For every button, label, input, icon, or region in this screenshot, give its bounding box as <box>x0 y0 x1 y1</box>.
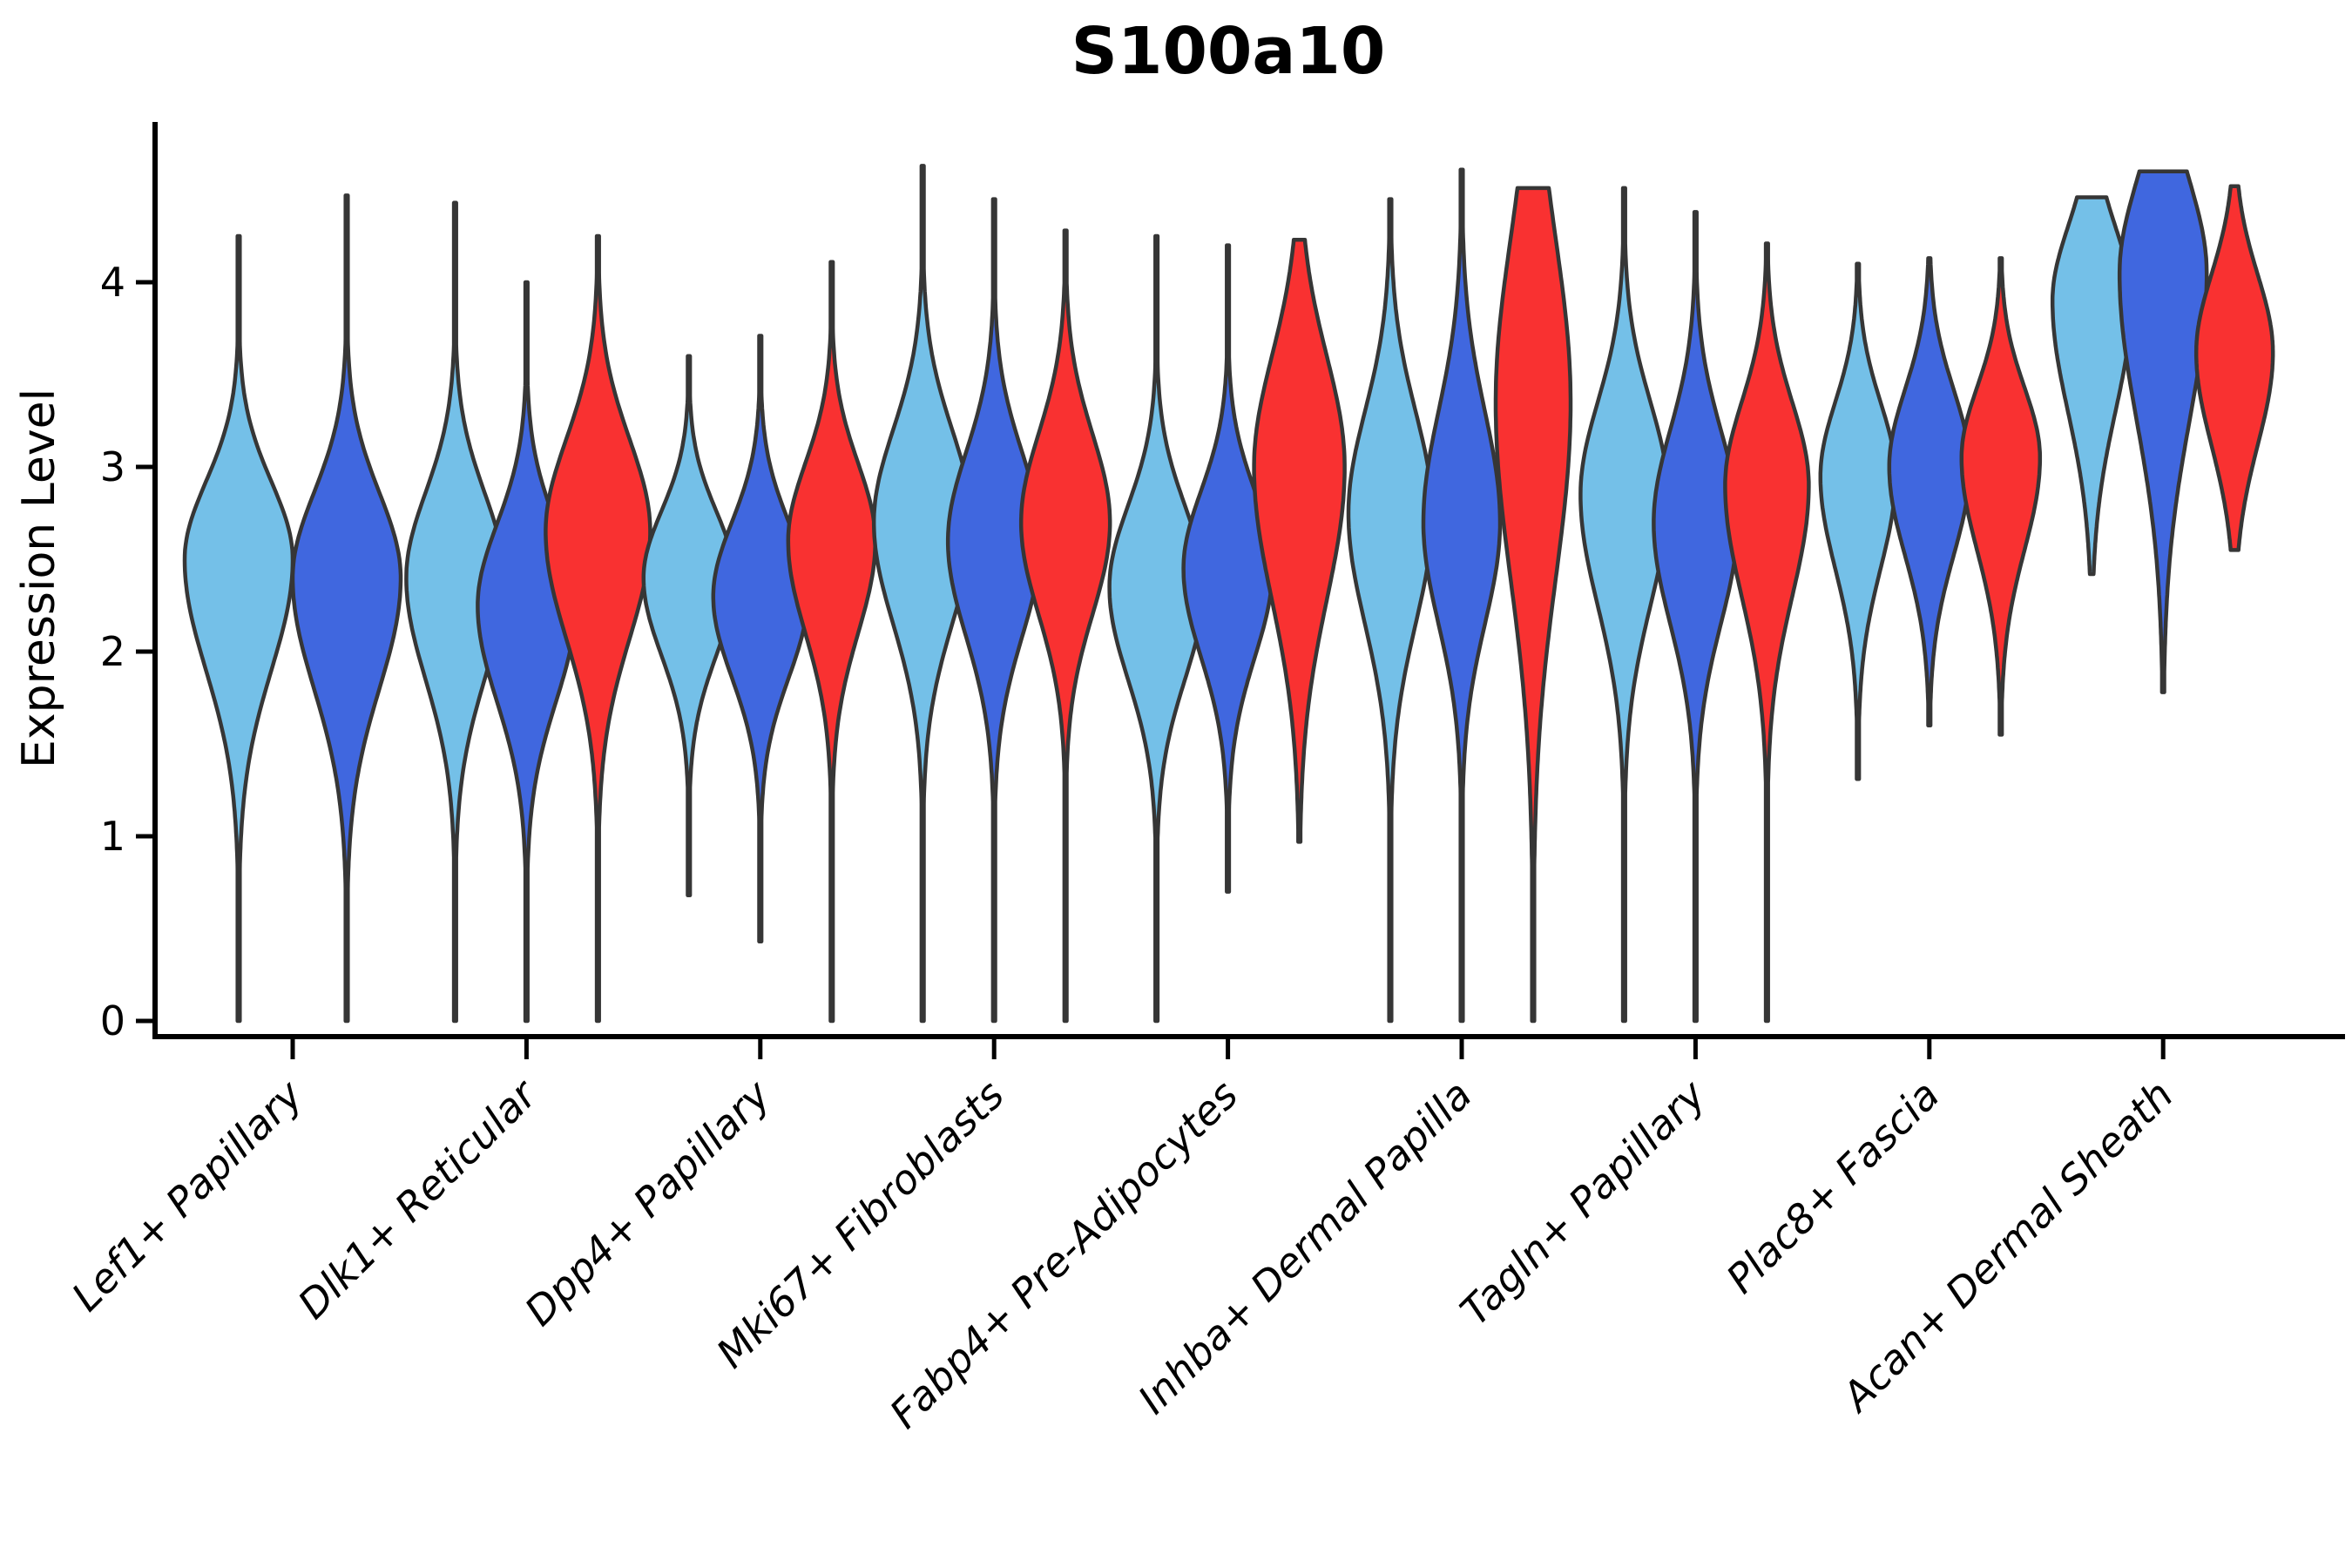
violin-dpp4-papillary-royal_blue <box>711 334 810 944</box>
y-tick-label: 4 <box>100 259 125 306</box>
violin-fabp4-pre-adipocytes-red <box>1252 237 1347 844</box>
violin-lef1-papillary-light_blue <box>182 233 295 1024</box>
violin-inhba-dermal-papilla-light_blue <box>1346 197 1435 1024</box>
violin-fabp4-pre-adipocytes-light_blue <box>1107 233 1206 1024</box>
violin-dlk1-reticular-light_blue <box>404 200 506 1024</box>
y-axis-label: Expression Level <box>13 389 65 768</box>
y-tick-label: 0 <box>100 997 125 1044</box>
violins-layer <box>182 164 2275 1024</box>
x-tick-label: Plac8+ Fascia <box>1717 1071 1948 1302</box>
chart-title: S100a10 <box>1071 14 1386 89</box>
y-tick-label: 2 <box>100 628 125 675</box>
violin-inhba-dermal-papilla-royal_blue <box>1421 167 1503 1024</box>
violin-dlk1-reticular-red <box>544 233 652 1024</box>
violin-tagln-papillary-red <box>1723 241 1811 1024</box>
y-tick-label: 3 <box>100 443 125 490</box>
violin-tagln-papillary-royal_blue <box>1652 210 1740 1024</box>
violin-tagln-papillary-light_blue <box>1578 186 1670 1024</box>
violin-mki67-fibroblasts-royal_blue <box>945 197 1043 1024</box>
x-tick-label: Tagln+ Papillary <box>1451 1071 1715 1335</box>
x-tick-label: Dlk1+ Reticular <box>289 1069 548 1328</box>
y-tick-label: 1 <box>100 813 125 860</box>
violin-acan-dermal-sheath-royal_blue <box>2117 169 2209 694</box>
x-tick-label: Dpp4+ Papillary <box>516 1071 780 1335</box>
violin-plac8-fascia-red <box>1959 256 2043 737</box>
violin-mki67-fibroblasts-red <box>1018 228 1112 1024</box>
violin-mki67-fibroblasts-light_blue <box>871 164 974 1024</box>
violin-acan-dermal-sheath-red <box>2193 184 2275 552</box>
violin-fabp4-pre-adipocytes-royal_blue <box>1181 243 1274 894</box>
x-tick-label: Lef1+ Papillary <box>63 1071 312 1320</box>
violin-plac8-fascia-light_blue <box>1818 261 1898 781</box>
violin-inhba-dermal-papilla-red <box>1493 186 1573 1024</box>
violin-lef1-papillary-royal_blue <box>290 193 403 1024</box>
violin-plac8-fascia-royal_blue <box>1887 256 1972 728</box>
violin-dlk1-reticular-royal_blue <box>476 280 578 1024</box>
